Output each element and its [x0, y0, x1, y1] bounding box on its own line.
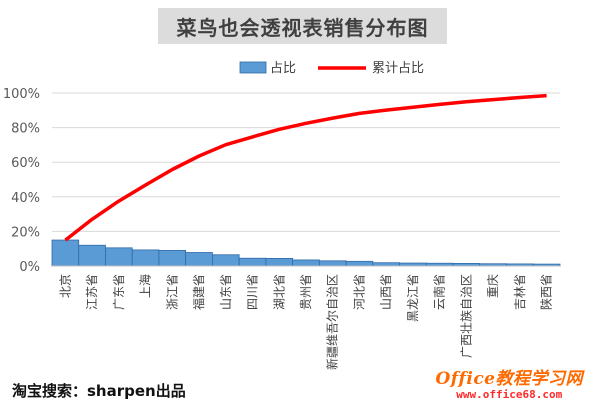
- watermark-main-text: Office教程学习网: [435, 369, 583, 389]
- watermark-url-text: www.office68.com: [456, 387, 563, 401]
- x-tick-label: 上海: [138, 274, 153, 298]
- y-tick-label: 100%: [3, 87, 40, 102]
- x-tick-label: 云南省: [432, 274, 447, 310]
- x-tick-label: 贵州省: [299, 274, 313, 310]
- chart-title: 菜鸟也会透视表销售分布图: [158, 8, 447, 44]
- bar: [78, 244, 106, 267]
- x-tick-label: 陕西省: [539, 274, 554, 310]
- x-tick-label: 吉林省: [513, 274, 527, 310]
- x-tick-label: 新疆维吾尔自治区: [325, 274, 340, 370]
- y-tick-label: 40%: [11, 191, 40, 206]
- bar: [212, 254, 240, 267]
- bar: [238, 257, 267, 267]
- legend-label-line: 累计占比: [372, 61, 424, 76]
- bar: [131, 249, 160, 267]
- x-tick-label: 广西壮族自治区: [459, 274, 473, 358]
- x-tick-label: 黑龙江省: [406, 274, 420, 322]
- bar: [105, 247, 133, 267]
- y-tick-label: 20%: [11, 225, 40, 240]
- x-tick-label: 湖北省: [271, 274, 286, 310]
- bar: [318, 260, 347, 267]
- y-tick-label: 80%: [11, 122, 40, 137]
- bar: [51, 239, 80, 267]
- x-tick-label: 山东省: [219, 274, 233, 310]
- x-tick-label: 福建省: [191, 274, 206, 310]
- y-tick-label: 60%: [11, 156, 40, 171]
- x-tick-label: 广东省: [112, 274, 126, 310]
- x-tick-label: 北京: [58, 274, 72, 298]
- x-tick-label: 河北省: [352, 274, 366, 310]
- x-tick-label: 重庆: [486, 274, 500, 298]
- footer-source-text: 淘宝搜索：sharpen出品: [12, 382, 186, 400]
- x-tick-label: 山西省: [379, 274, 393, 310]
- bar: [265, 257, 294, 267]
- bar: [345, 260, 374, 267]
- watermark-logo: Office教程学习网 www.office68.com: [435, 370, 583, 401]
- bar: [158, 250, 187, 267]
- legend-label-bar: 占比: [270, 61, 296, 76]
- legend-swatch-bar: [239, 61, 267, 74]
- x-tick-label: 四川省: [246, 274, 260, 310]
- bar: [292, 259, 320, 267]
- x-tick-label: 浙江省: [165, 274, 179, 310]
- cumulative-line: [64, 93, 547, 242]
- y-tick-label: 0%: [19, 260, 40, 275]
- bar: [185, 252, 213, 267]
- x-tick-label: 江苏省: [85, 274, 99, 310]
